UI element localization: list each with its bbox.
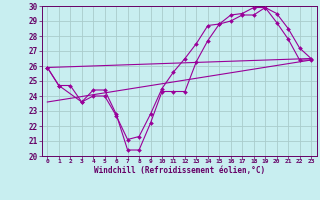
X-axis label: Windchill (Refroidissement éolien,°C): Windchill (Refroidissement éolien,°C) [94, 166, 265, 175]
